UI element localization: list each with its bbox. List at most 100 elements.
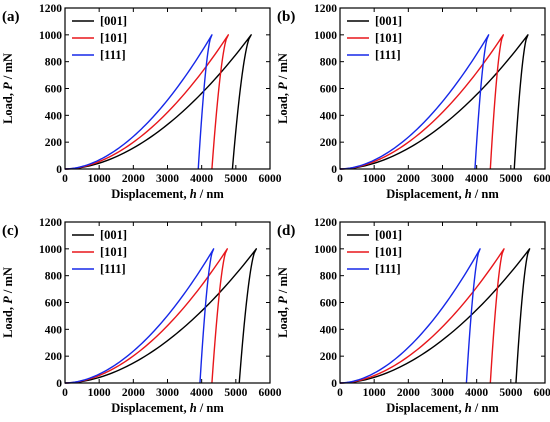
y-tick-label: 200	[320, 137, 338, 149]
y-tick-label: 1000	[314, 244, 337, 256]
panel-label: (b)	[277, 9, 295, 25]
chart-panel-4: 0 1000 2000 3000 4000 5000 6000 0 200 400 600 800 10…	[276, 217, 550, 415]
y-tick-label: 1200	[314, 3, 337, 15]
y-tick-label: 800	[45, 271, 63, 283]
y-tick-label: 200	[45, 351, 63, 363]
legend-label: [111]	[100, 48, 126, 62]
series-line	[64, 248, 258, 384]
legend-label: [101]	[375, 31, 402, 45]
y-tick-label: 1000	[39, 30, 62, 42]
legend-label: [111]	[375, 262, 401, 276]
x-tick-label: 6000	[259, 387, 282, 399]
y-tick-label: 1000	[314, 30, 337, 42]
legend-label: [001]	[100, 14, 127, 28]
x-tick-label: 1000	[363, 173, 386, 185]
x-tick-label: 3000	[431, 387, 454, 399]
y-axis-label: Load, P / mN	[276, 267, 290, 338]
y-tick-label: 200	[45, 137, 63, 149]
plot-frame	[339, 7, 546, 170]
x-tick-label: 5000	[499, 173, 522, 185]
y-tick-label: 800	[320, 271, 338, 283]
legend-label: [001]	[375, 14, 402, 28]
x-tick-label: 5000	[224, 173, 247, 185]
y-tick-label: 1200	[39, 3, 62, 15]
legend-label: [001]	[375, 228, 402, 242]
chart-panel-1: 0 1000 2000 3000 4000 5000 6000 0 200 400 600 800 10…	[1, 3, 282, 201]
x-tick-label: 6000	[534, 387, 550, 399]
series-line	[64, 248, 215, 384]
legend-label: [101]	[100, 245, 127, 259]
x-tick-label: 2000	[397, 387, 420, 399]
series-line	[339, 248, 481, 384]
panel-label: (d)	[277, 223, 295, 239]
y-tick-label: 0	[331, 378, 337, 390]
series-line	[339, 248, 505, 384]
series-line	[64, 248, 228, 384]
y-axis-label: Load, P / mN	[276, 53, 290, 124]
x-tick-label: 5000	[224, 387, 247, 399]
x-tick-label: 3000	[156, 387, 179, 399]
x-tick-label: 2000	[122, 387, 145, 399]
y-tick-label: 400	[320, 324, 338, 336]
series-line	[339, 34, 505, 170]
y-tick-label: 400	[320, 110, 338, 122]
y-axis-label: Load, P / mN	[1, 267, 15, 338]
y-tick-label: 600	[320, 298, 338, 310]
y-tick-label: 400	[45, 324, 63, 336]
legend-label: [111]	[375, 48, 401, 62]
x-tick-label: 5000	[499, 387, 522, 399]
panel-label: (a)	[2, 9, 20, 25]
x-tick-label: 3000	[156, 173, 179, 185]
series-line	[64, 34, 252, 170]
y-tick-label: 400	[45, 110, 63, 122]
y-tick-label: 1000	[39, 244, 62, 256]
plot-frame	[64, 7, 271, 170]
y-tick-label: 800	[45, 57, 63, 69]
y-tick-label: 0	[56, 378, 62, 390]
legend-label: [001]	[100, 228, 127, 242]
series-line	[64, 34, 213, 170]
y-tick-label: 800	[320, 57, 338, 69]
x-tick-label: 3000	[431, 173, 454, 185]
chart-panel-3: 0 1000 2000 3000 4000 5000 6000 0 200 400 600 800 10…	[1, 217, 282, 415]
series-line	[339, 248, 531, 384]
x-tick-label: 2000	[397, 173, 420, 185]
chart-panel-2: 0 1000 2000 3000 4000 5000 6000 0 200 400 600 800 10…	[276, 3, 550, 201]
x-tick-label: 4000	[465, 387, 488, 399]
y-tick-label: 600	[45, 84, 63, 96]
series-line	[339, 34, 490, 170]
y-tick-label: 1200	[39, 217, 62, 229]
plot-frame	[339, 221, 546, 384]
y-tick-label: 0	[331, 164, 337, 176]
legend-label: [101]	[375, 245, 402, 259]
x-tick-label: 1000	[88, 387, 111, 399]
x-axis-label: Displacement, h / nm	[386, 187, 499, 201]
legend-label: [111]	[100, 262, 126, 276]
series-line	[64, 34, 230, 170]
plot-frame	[64, 221, 271, 384]
x-axis-label: Displacement, h / nm	[111, 187, 224, 201]
x-tick-label: 0	[62, 387, 68, 399]
y-tick-label: 200	[320, 351, 338, 363]
x-tick-label: 1000	[363, 387, 386, 399]
panel-label: (c)	[2, 223, 19, 239]
x-tick-label: 0	[337, 173, 343, 185]
x-tick-label: 4000	[190, 387, 213, 399]
x-axis-label: Displacement, h / nm	[111, 401, 224, 415]
x-tick-label: 2000	[122, 173, 145, 185]
x-tick-label: 0	[62, 173, 68, 185]
y-tick-label: 1200	[314, 217, 337, 229]
y-tick-label: 600	[320, 84, 338, 96]
x-tick-label: 4000	[190, 173, 213, 185]
y-axis-label: Load, P / mN	[1, 53, 15, 124]
x-tick-label: 6000	[534, 173, 550, 185]
x-tick-label: 4000	[465, 173, 488, 185]
y-tick-label: 600	[45, 298, 63, 310]
x-axis-label: Displacement, h / nm	[386, 401, 499, 415]
x-tick-label: 6000	[259, 173, 282, 185]
x-tick-label: 0	[337, 387, 343, 399]
y-tick-label: 0	[56, 164, 62, 176]
legend-label: [101]	[100, 31, 127, 45]
x-tick-label: 1000	[88, 173, 111, 185]
